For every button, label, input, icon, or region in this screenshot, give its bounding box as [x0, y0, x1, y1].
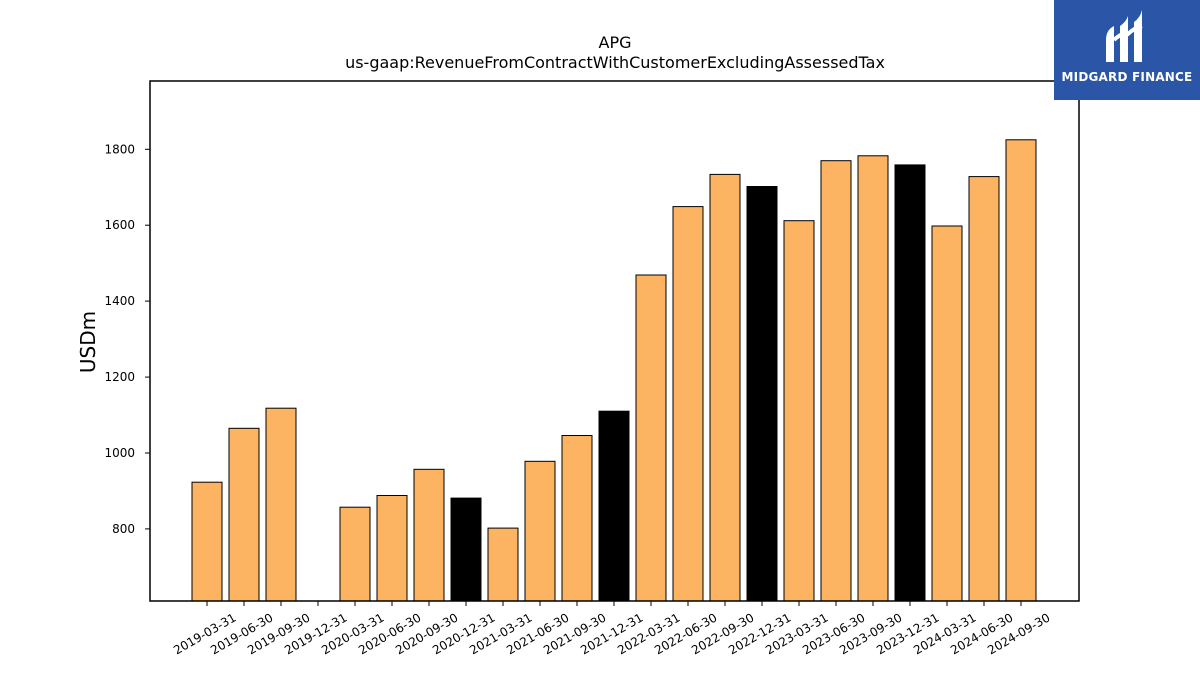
y-tick-label: 1600 [104, 218, 135, 232]
y-tick-label: 1200 [104, 370, 135, 384]
chart-title: APG [599, 33, 632, 52]
y-tick-label: 1000 [104, 446, 135, 460]
midgard-m-logo-icon [1106, 10, 1143, 62]
bar-2023-03-31 [783, 220, 815, 602]
y-axis-label: USDm [76, 311, 100, 373]
bar-2022-03-31 [635, 274, 667, 602]
bar-2023-12-31 [894, 164, 926, 602]
bar-2021-06-30 [524, 460, 556, 602]
bar-2020-09-30 [413, 468, 445, 602]
bar-2024-06-30 [968, 176, 1000, 602]
bar-2022-09-30 [709, 173, 741, 602]
bar-2020-06-30 [376, 495, 408, 602]
bar-2020-03-31 [339, 506, 371, 602]
y-tick-label: 1800 [104, 142, 135, 156]
bar-2019-06-30 [228, 427, 260, 602]
bar-2021-03-31 [487, 527, 519, 602]
midgard-finance-logo: MIDGARD FINANCE [1054, 0, 1200, 100]
y-tick-label: 1400 [104, 294, 135, 308]
bar-2023-09-30 [857, 155, 889, 602]
bar-2024-03-31 [931, 225, 963, 602]
bar-2019-03-31 [191, 481, 223, 602]
plot-frame [149, 80, 1080, 602]
bar-2021-12-31 [598, 410, 630, 602]
bar-2024-09-30 [1005, 139, 1037, 602]
bar-2022-12-31 [746, 186, 778, 602]
bar-2023-06-30 [820, 160, 852, 602]
chart-subtitle: us-gaap:RevenueFromContractWithCustomerE… [345, 53, 885, 72]
bar-2020-12-31 [450, 497, 482, 602]
logo-text: MIDGARD FINANCE [1061, 70, 1193, 84]
bars-layer [191, 139, 1037, 602]
bar-2019-09-30 [265, 407, 297, 602]
x-axis-ticks: 2019-03-312019-06-302019-09-302019-12-31… [171, 601, 1053, 657]
bar-2021-09-30 [561, 435, 593, 602]
bar-2022-06-30 [672, 206, 704, 602]
y-axis-ticks: 800 1000 1200 1400 1600 1800 [104, 142, 150, 536]
y-tick-label: 800 [112, 522, 135, 536]
